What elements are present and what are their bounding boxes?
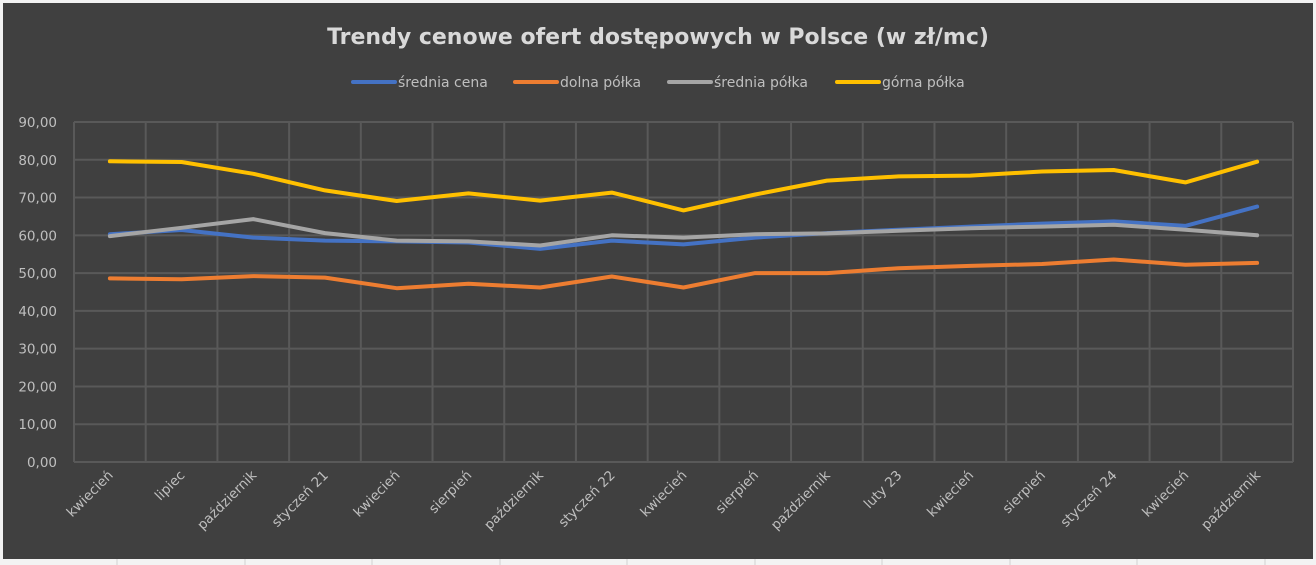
series-lines: [107, 159, 1260, 291]
legend: średnia cena dolna półka średnia półka górn…: [351, 75, 965, 91]
y-tick-label: 70,00: [18, 191, 57, 207]
legend-item: dolna półka: [513, 75, 641, 91]
x-tick-label: październik: [1198, 467, 1264, 533]
y-tick-label: 50,00: [18, 266, 57, 282]
y-tick-label: 80,00: [18, 153, 57, 169]
x-tick-label: kwiecień: [1139, 468, 1192, 521]
x-tick-label: październik: [194, 467, 260, 533]
y-tick-label: 0,00: [27, 455, 57, 471]
y-tick-label: 20,00: [18, 379, 57, 395]
x-tick-label: sierpień: [999, 468, 1048, 517]
chart-title: Trendy cenowe ofert dostępowych w Polsce…: [327, 25, 989, 50]
x-tick-label: sierpień: [713, 468, 762, 517]
x-tick-label: luty 23: [861, 468, 906, 513]
x-axis: kwiecień lipiec październik styczeń 21 kwiec…: [64, 467, 1264, 533]
legend-label: dolna półka: [560, 75, 641, 91]
series-line-3: [107, 159, 1260, 213]
x-tick-label: lipiec: [152, 468, 188, 504]
y-tick-label: 60,00: [18, 228, 57, 244]
legend-label: górna półka: [882, 75, 965, 91]
legend-item: średnia cena: [351, 75, 488, 91]
x-tick-label: kwiecień: [637, 468, 690, 521]
x-tick-label: styczeń 22: [556, 468, 619, 531]
x-tick-label: styczeń 24: [1058, 468, 1121, 531]
x-tick-label: kwiecień: [924, 468, 977, 521]
legend-item: górna półka: [835, 75, 965, 91]
y-tick-label: 10,00: [18, 417, 57, 433]
series-line-0: [107, 204, 1260, 251]
y-axis: 0,00 10,00 20,00 30,00 40,00 50,00 60,00 70,00 8…: [18, 115, 57, 471]
y-tick-label: 40,00: [18, 304, 57, 320]
x-tick-label: październik: [768, 467, 834, 533]
legend-label: średnia półka: [714, 75, 808, 91]
y-tick-label: 90,00: [18, 115, 57, 131]
x-tick-label: kwiecień: [64, 468, 117, 521]
chart-area: [3, 3, 1313, 559]
x-tick-label: sierpień: [426, 468, 475, 517]
x-tick-label: październik: [481, 467, 547, 533]
gridlines: [73, 121, 1294, 463]
x-tick-label: kwiecień: [351, 468, 404, 521]
legend-label: średnia cena: [398, 75, 488, 91]
y-tick-label: 30,00: [18, 342, 57, 358]
legend-item: średnia półka: [667, 75, 808, 91]
x-tick-label: styczeń 21: [269, 468, 332, 531]
